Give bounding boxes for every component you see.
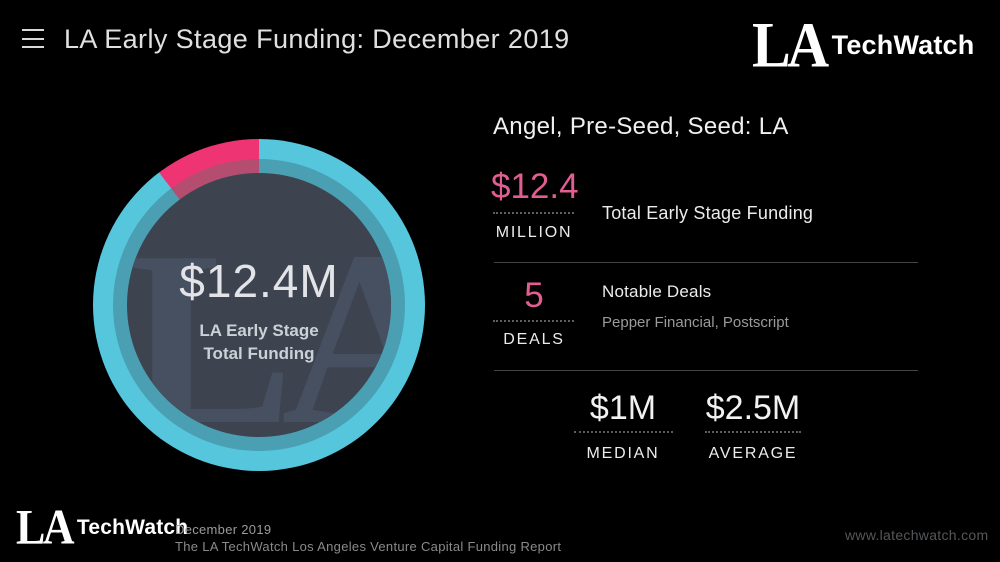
stat-average-value: $2.5M — [705, 389, 801, 427]
total-funding-label-line1: LA Early Stage — [199, 321, 319, 341]
donut-center-text: $12.4M LA Early Stage Total Funding — [179, 244, 338, 366]
total-funding-value: $12.4M — [179, 255, 339, 308]
stat-funding-unit: MILLION — [495, 224, 573, 241]
dotted-divider — [493, 320, 574, 322]
stat-median-label: MEDIAN — [586, 445, 660, 462]
menu-icon-bar — [22, 46, 44, 48]
stat-funding-value: $12.4 — [491, 167, 579, 206]
section-divider — [494, 370, 918, 371]
total-funding-label-line2: Total Funding — [203, 344, 315, 363]
page-title: LA Early Stage Funding: December 2019 — [64, 24, 570, 54]
donut-center-disc: LA $12.4M LA Early Stage Total Funding — [127, 173, 391, 437]
total-funding-label: LA Early Stage Total Funding — [179, 320, 338, 366]
footer-logo-mark: LA — [16, 500, 74, 555]
notable-deals-list: Pepper Financial, Postscript — [602, 314, 789, 331]
menu-icon-bar — [22, 37, 44, 40]
dotted-divider — [705, 431, 801, 433]
stat-deals-unit: DEALS — [503, 331, 565, 348]
website-link[interactable]: www.latechwatch.com — [845, 527, 989, 543]
menu-icon-bar — [22, 29, 44, 31]
stat-deals-label: Notable Deals — [602, 282, 712, 301]
donut-chart: LA $12.4M LA Early Stage Total Funding — [93, 139, 425, 471]
panel-heading: Angel, Pre-Seed, Seed: LA — [493, 113, 789, 140]
section-divider — [494, 262, 918, 263]
stat-funding-label: Total Early Stage Funding — [602, 203, 814, 223]
la-watermark: LA — [127, 200, 391, 438]
footer-date: December 2019 — [175, 522, 272, 537]
dotted-divider — [493, 212, 574, 214]
stat-deals-value: 5 — [524, 276, 544, 315]
brand-logo-mark: LA — [752, 8, 829, 81]
brand-logo: LA TechWatch — [752, 12, 975, 77]
footer-logo: LA TechWatch — [16, 500, 189, 555]
dotted-divider — [574, 431, 673, 433]
footer-logo-name: TechWatch — [76, 516, 189, 539]
menu-icon[interactable] — [22, 29, 44, 48]
brand-logo-name: TechWatch — [831, 29, 975, 60]
footer-report-title: The LA TechWatch Los Angeles Venture Cap… — [175, 539, 562, 554]
stat-average-label: AVERAGE — [708, 445, 798, 462]
stat-median-value: $1M — [589, 389, 657, 427]
